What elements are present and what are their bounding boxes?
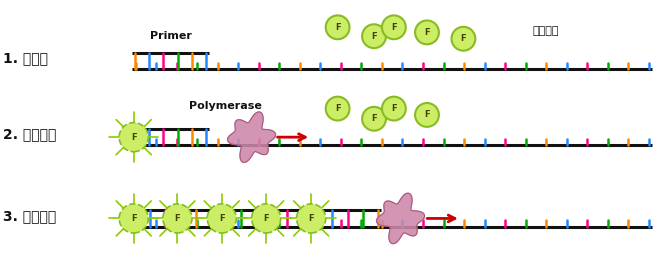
Ellipse shape <box>326 97 350 120</box>
Text: F: F <box>335 104 340 113</box>
Text: F: F <box>131 133 136 142</box>
Text: Primer: Primer <box>150 31 191 41</box>
Ellipse shape <box>119 204 148 233</box>
Ellipse shape <box>163 204 192 233</box>
Polygon shape <box>228 112 275 162</box>
Ellipse shape <box>415 21 439 44</box>
Ellipse shape <box>326 15 350 39</box>
Ellipse shape <box>451 27 475 51</box>
Text: F: F <box>391 23 397 32</box>
Ellipse shape <box>415 103 439 127</box>
Ellipse shape <box>362 107 386 131</box>
Text: F: F <box>461 34 466 43</box>
Text: F: F <box>263 214 269 223</box>
Text: Polymerase: Polymerase <box>189 101 261 111</box>
Polygon shape <box>377 193 424 244</box>
Text: F: F <box>424 110 430 119</box>
Text: F: F <box>219 214 224 223</box>
Ellipse shape <box>382 97 406 120</box>
Text: 荧光物质: 荧光物质 <box>533 26 559 36</box>
Ellipse shape <box>119 123 148 152</box>
Ellipse shape <box>297 204 326 233</box>
Text: F: F <box>391 104 397 113</box>
Text: 1. 热变性: 1. 热变性 <box>3 51 48 66</box>
Text: F: F <box>131 214 136 223</box>
Text: F: F <box>371 114 377 123</box>
Text: F: F <box>308 214 314 223</box>
Ellipse shape <box>252 204 281 233</box>
Text: F: F <box>424 28 430 37</box>
Text: 2. 引物退火: 2. 引物退火 <box>3 128 57 142</box>
Text: 3. 延伸反应: 3. 延伸反应 <box>3 209 56 223</box>
Text: F: F <box>335 23 340 32</box>
Text: F: F <box>371 32 377 41</box>
Ellipse shape <box>362 24 386 48</box>
Text: F: F <box>175 214 180 223</box>
Ellipse shape <box>207 204 236 233</box>
Ellipse shape <box>382 15 406 39</box>
